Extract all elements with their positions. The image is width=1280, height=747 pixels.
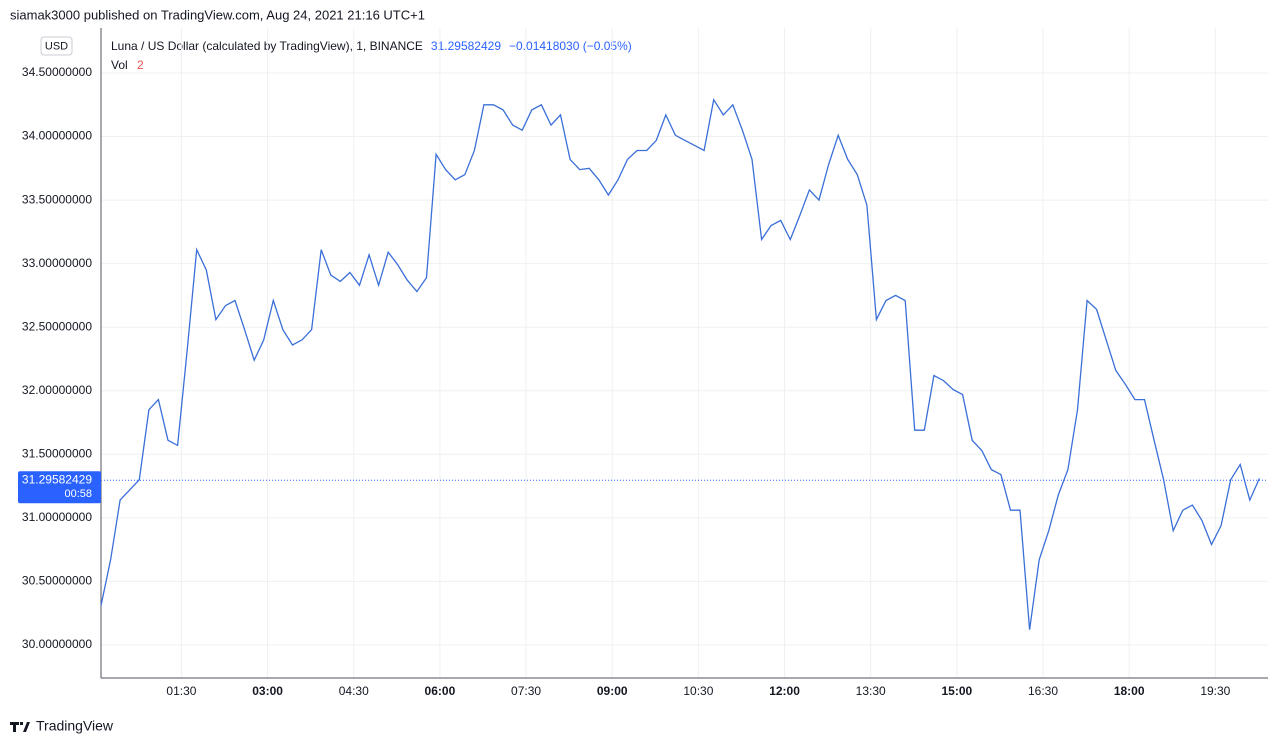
- x-tick-label: 09:00: [597, 684, 628, 698]
- x-tick-label: 19:30: [1200, 684, 1230, 698]
- x-tick-label: 07:30: [511, 684, 541, 698]
- x-tick-label: 01:30: [166, 684, 196, 698]
- x-tick-label: 15:00: [942, 684, 973, 698]
- published-note: siamak3000 published on TradingView.com,…: [10, 7, 425, 22]
- x-tick-label: 18:00: [1114, 684, 1145, 698]
- x-tick-label: 12:00: [769, 684, 800, 698]
- chart-title: Luna / US Dollar (calculated by TradingV…: [111, 39, 423, 53]
- brand: TradingView: [36, 718, 114, 734]
- y-tick-label: 33.50000000: [22, 192, 92, 206]
- y-tick-label: 34.50000000: [22, 65, 92, 79]
- currency-box[interactable]: [40, 36, 73, 56]
- x-tick-label: 04:30: [339, 684, 369, 698]
- y-tick-label: 34.00000000: [22, 129, 92, 143]
- x-tick-label: 13:30: [856, 684, 886, 698]
- x-tick-label: 16:30: [1028, 684, 1058, 698]
- volume-label: Vol: [111, 58, 128, 72]
- last-price-box: [18, 471, 101, 504]
- x-tick-label: 06:00: [425, 684, 456, 698]
- grid: [101, 28, 1268, 678]
- header-price: 31.29582429: [431, 39, 501, 53]
- last-price-label: 31.29582429: [22, 472, 92, 486]
- x-tick-label: 10:30: [683, 684, 713, 698]
- y-tick-label: 30.00000000: [22, 637, 92, 651]
- header-change: −0.01418030 (−0.05%): [509, 39, 632, 53]
- y-tick-label: 32.00000000: [22, 383, 92, 397]
- currency: USD: [45, 40, 68, 52]
- y-tick-label: 31.50000000: [22, 446, 92, 460]
- x-tick-label: 03:00: [252, 684, 283, 698]
- y-tick-label: 33.00000000: [22, 256, 92, 270]
- countdown: 00:58: [64, 488, 92, 500]
- logo: [10, 722, 30, 732]
- y-tick-label: 31.00000000: [22, 510, 92, 524]
- volume-value: 2: [137, 58, 144, 72]
- price-line: [100, 97, 1260, 630]
- y-tick-label: 30.50000000: [22, 574, 92, 588]
- y-tick-label: 32.50000000: [22, 319, 92, 333]
